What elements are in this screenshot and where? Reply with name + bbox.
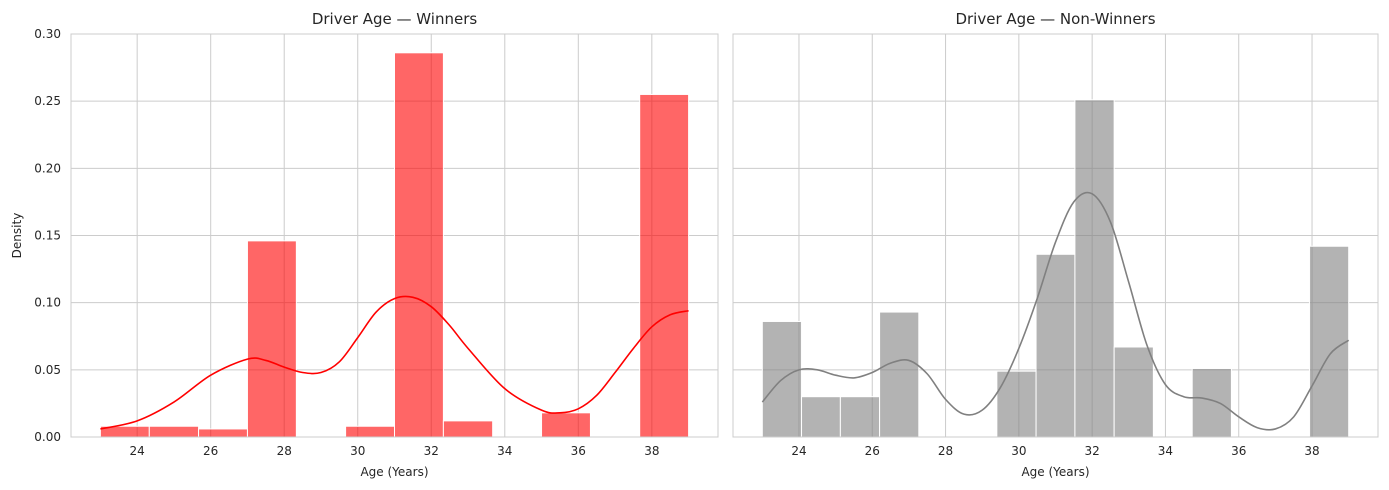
y-tick-label: 0.05 [34,363,61,377]
kde-curve [100,295,689,430]
x-tick-label: 28 [277,444,292,458]
histogram-bar [996,370,1037,438]
non-winners-panel: 24 26 28 30 32 34 36 38 Age (Years) Driver Age — … [732,10,1379,479]
x-tick-label: 24 [130,444,145,458]
x-tick-label: 26 [203,444,218,458]
histogram-bar [148,425,200,438]
histogram-bar [394,52,444,438]
x-axis-label: Age (Years) [360,465,428,479]
x-tick-label: 30 [1011,444,1026,458]
x-tick-label: 36 [571,444,586,458]
x-tick-label: 38 [644,444,659,458]
y-tick-label: 0.20 [34,161,61,175]
chart-title: Driver Age — Non-Winners [955,10,1155,28]
x-tick-label: 36 [1231,444,1246,458]
histogram-bar [639,93,690,438]
axes-frame [70,33,719,438]
histogram-bar [1074,99,1115,438]
histogram-bar [1113,346,1154,438]
histogram-bar [839,396,881,438]
y-axis-label: Density [10,213,24,259]
histogram-bar [879,311,920,438]
y-tick-label: 0.10 [34,296,61,310]
histogram-bar [442,420,494,438]
y-tick-label: 0.00 [34,430,61,444]
x-tick-label: 28 [938,444,953,458]
x-tick-label: 30 [350,444,365,458]
x-tick-label: 32 [424,444,439,458]
histogram-bar [541,412,591,438]
y-tick-label: 0.30 [34,27,61,41]
x-tick-label: 24 [791,444,806,458]
histogram-bar [1308,245,1350,438]
histogram-bar [1191,367,1232,438]
histogram-bar [198,428,248,438]
chart-title: Driver Age — Winners [312,10,478,28]
x-tick-label: 26 [865,444,880,458]
x-axis-label: Age (Years) [1021,465,1089,479]
y-tick-label: 0.25 [34,94,61,108]
x-tick-label: 34 [1158,444,1173,458]
x-tick-label: 32 [1085,444,1100,458]
y-tick-label: 0.15 [34,229,61,243]
histogram-bar [1035,253,1076,438]
x-tick-label: 34 [497,444,512,458]
axes-frame [732,33,1379,438]
x-tick-label: 38 [1304,444,1319,458]
winners-panel: 24 26 28 30 32 34 36 38 0.00 0.05 0.10 0.15 0.20 0.25… [10,10,719,479]
histogram-bar [345,425,396,438]
histogram-bar [246,240,297,438]
histogram-bar [801,396,841,438]
kde-curve [761,191,1350,431]
